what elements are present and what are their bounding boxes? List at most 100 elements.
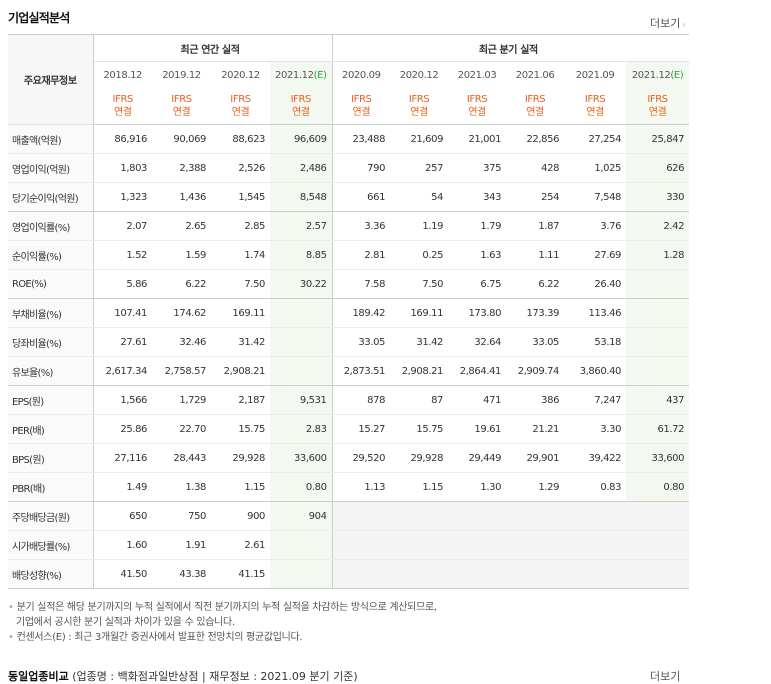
table-row: 당기순이익(억원) 1,323 1,436 1,545 8,548 661 54 343 254…: [8, 182, 690, 212]
value-cell: 7.50: [211, 269, 270, 299]
value-cell: 2,187: [211, 385, 270, 415]
value-cell: 29,449: [448, 443, 507, 473]
value-cell: 2,388: [152, 153, 211, 183]
period-label: 2018.12: [103, 69, 143, 81]
consolidated-label: 연결: [410, 107, 428, 118]
ifrs-label: IFRS: [171, 94, 192, 105]
value-cell: 2,758.57: [152, 356, 211, 386]
value-cell: 33.05: [331, 327, 391, 357]
table-row: EPS(원) 1,566 1,729 2,187 9,531 878 87 471 386 7,2…: [8, 385, 690, 415]
value-cell: 2,864.41: [448, 356, 507, 386]
value-cell: 169.11: [211, 298, 270, 328]
value-cell: 2.85: [211, 211, 270, 241]
table-row: BPS(원) 27,116 28,443 29,928 33,600 29,520 29,9…: [8, 443, 690, 473]
period-header: 2020.12: [390, 62, 448, 89]
value-cell: 33,600: [270, 443, 333, 473]
chevron-right-icon: ›: [682, 20, 686, 29]
next-section-title: 동일업종비교: [8, 670, 69, 683]
value-cell: 28,443: [152, 443, 211, 473]
value-cell: 0.80: [626, 472, 690, 502]
ifrs-label: IFRS: [112, 94, 134, 105]
value-cell: 33,600: [626, 443, 690, 473]
value-cell: 107.41: [93, 298, 152, 328]
value-cell: 437: [626, 385, 690, 415]
value-cell: 113.46: [564, 298, 627, 328]
consolidated-label: 연결: [648, 107, 667, 118]
table-row: PER(배) 25.86 22.70 15.75 2.83 15.27 15.75 19.61…: [8, 414, 690, 444]
table-row: 당좌비율(%) 27.61 32.46 31.42 33.05 31.42 32.64 33.…: [8, 327, 690, 357]
value-cell: 27.69: [564, 240, 627, 270]
value-cell: 2.42: [626, 211, 690, 241]
period-label: 2020.12: [221, 69, 260, 81]
value-cell: 1.52: [93, 240, 152, 270]
note-2: 기업에서 공시한 분기 실적과 차이가 있을 수 있습니다.: [16, 617, 235, 628]
value-cell: 9,531: [270, 385, 333, 415]
value-cell: [506, 530, 565, 560]
next-section-subtitle: (업종명 : 백화점과일반상점 | 재무정보 : 2021.09 분기 기준): [72, 670, 358, 683]
consolidated-label: 연결: [172, 107, 191, 118]
value-cell: [626, 356, 690, 386]
period-header: 2019.12: [152, 62, 211, 89]
value-cell: 428: [506, 153, 565, 183]
value-cell: 650: [93, 501, 152, 531]
value-cell: 2.65: [152, 211, 211, 241]
value-cell: 61.72: [626, 414, 690, 444]
period-label: 2019.12: [162, 69, 201, 81]
ifrs-label: IFRS: [408, 94, 430, 105]
value-cell: 2,873.51: [331, 356, 391, 386]
value-cell: 5.86: [93, 269, 152, 299]
value-cell: 27,254: [564, 124, 627, 154]
value-cell: 7.50: [390, 269, 449, 299]
period-label: 2020.09: [342, 69, 381, 81]
ifrs-header: IFRS 연결: [626, 88, 690, 125]
ifrs-header: IFRS 연결: [564, 88, 627, 125]
period-label: 2021.12: [631, 69, 671, 81]
table-row: 시가배당률(%) 1.60 1.91 2.61: [8, 530, 690, 560]
table-row: 순이익률(%) 1.52 1.59 1.74 8.85 2.81 0.25 1.63 1.11 2…: [8, 240, 690, 270]
value-cell: 25.86: [93, 414, 152, 444]
next-section-header: 동일업종비교 (업종명 : 백화점과일반상점 | 재무정보 : 2021.09 …: [8, 668, 358, 684]
period-label: 2021.06: [515, 69, 555, 81]
value-cell: 1,025: [564, 153, 627, 183]
value-cell: 904: [270, 501, 333, 531]
value-cell: 900: [211, 501, 270, 531]
value-cell: 3.30: [564, 414, 627, 444]
value-cell: [390, 501, 449, 531]
value-cell: 1.79: [448, 211, 507, 241]
table-row: 영업이익(억원) 1,803 2,388 2,526 2,486 790 257 375 428…: [8, 153, 690, 183]
table-row: 주당배당금(원) 650 750 900 904: [8, 501, 690, 531]
value-cell: 1.38: [152, 472, 211, 502]
value-cell: 1.74: [211, 240, 270, 270]
value-cell: 31.42: [211, 327, 270, 357]
value-cell: 3,860.40: [564, 356, 627, 386]
row-label: 배당성향(%): [8, 559, 94, 589]
value-cell: [270, 559, 333, 589]
value-cell: 41.15: [211, 559, 270, 589]
table-row: 부채비율(%) 107.41 174.62 169.11 189.42 169.11 173…: [8, 298, 690, 328]
value-cell: 375: [448, 153, 507, 183]
value-cell: 1,323: [93, 182, 152, 212]
table-row: 유보율(%) 2,617.34 2,758.57 2,908.21 2,873.51 2,…: [8, 356, 690, 386]
value-cell: [331, 530, 391, 560]
value-cell: 1.13: [331, 472, 391, 502]
value-cell: 43.38: [152, 559, 211, 589]
value-cell: 23,488: [331, 124, 391, 154]
more-link[interactable]: 더보기 ›: [650, 15, 686, 31]
next-more-link[interactable]: 더보기: [650, 670, 681, 683]
corner-header: 주요재무정보: [8, 34, 94, 125]
more-label[interactable]: 더보기: [650, 17, 681, 30]
value-cell: [506, 501, 565, 531]
row-label: BPS(원): [8, 443, 94, 473]
financial-table: 주요재무정보 최근 연간 실적 최근 분기 실적 2018.12 2019.12 2…: [8, 34, 690, 589]
value-cell: 0.80: [270, 472, 333, 502]
value-cell: 32.46: [152, 327, 211, 357]
value-cell: 19.61: [448, 414, 507, 444]
table-row: 배당성향(%) 41.50 43.38 41.15: [8, 559, 690, 589]
period-label: 2020.12: [399, 69, 439, 81]
value-cell: 2,909.74: [506, 356, 565, 386]
value-cell: 1.28: [626, 240, 690, 270]
value-cell: 7,548: [564, 182, 627, 212]
ifrs-label: IFRS: [351, 94, 372, 105]
value-cell: 15.27: [331, 414, 391, 444]
ifrs-label: IFRS: [584, 94, 606, 105]
